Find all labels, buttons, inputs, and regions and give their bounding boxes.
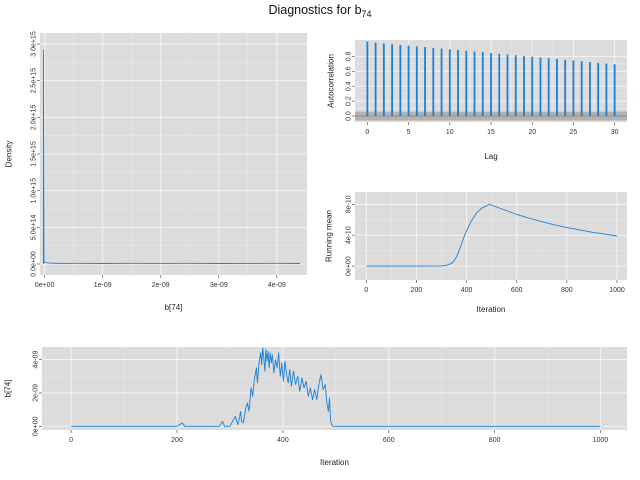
density-x-tick-label: 0e+00 [35, 282, 55, 289]
autocorrelation-x-tick-label: 0 [365, 129, 369, 136]
autocorrelation-panel: 0 5 10 15 20 25 30 0.0 0.2 0.4 0.6 0.8 Lag Autocorrel… [327, 40, 627, 161]
running_mean-plot-background [355, 192, 627, 280]
figure-title-subscript: 74 [362, 9, 372, 19]
density-y-tick-label: 5.0e+14 [31, 214, 38, 240]
trace-x-axis-title: Iteration [320, 458, 349, 467]
trace-y-axis-title: b[74] [4, 380, 13, 398]
trace-y-tick-label: 0e+00 [33, 416, 40, 436]
running_mean-y-axis-title: Running mean [325, 210, 334, 262]
density-y-tick-label: 0.0e+00 [31, 251, 38, 277]
trace-series-line [71, 347, 601, 427]
running_mean-x-tick-label: 800 [561, 287, 573, 294]
trace-x-tick-label: 400 [277, 437, 289, 444]
running_mean-x-tick-label: 1000 [609, 287, 625, 294]
trace-y-tick-label: 4e-09 [33, 350, 40, 368]
figure-title-text: Diagnostics for b [268, 3, 361, 17]
running_mean-y-tick-label: 8e-10 [346, 195, 353, 213]
autocorrelation-x-tick-label: 30 [611, 129, 619, 136]
trace-x-tick-label: 0 [69, 437, 73, 444]
autocorrelation-x-tick-label: 25 [570, 129, 578, 136]
autocorrelation-y-tick-label: 0.6 [346, 66, 353, 76]
density-x-tick-label: 1e-09 [94, 282, 112, 289]
autocorrelation-y-tick-label: 0.4 [346, 81, 353, 91]
trace-x-tick-label: 200 [171, 437, 183, 444]
running_mean-series-line [366, 203, 618, 267]
density-y-tick-label: 1.5e+15 [31, 141, 38, 167]
autocorrelation-x-tick-label: 10 [446, 129, 454, 136]
running_mean-x-tick-label: 400 [461, 287, 473, 294]
density-y-tick-label: 3.0e+15 [31, 31, 38, 57]
trace-x-tick-label: 600 [383, 437, 395, 444]
density-x-tick-label: 4e-09 [268, 282, 286, 289]
autocorrelation-y-tick-label: 0.8 [346, 51, 353, 61]
running_mean-x-tick-label: 200 [411, 287, 423, 294]
autocorrelation-x-tick-label: 5 [407, 129, 411, 136]
figure-title: Diagnostics for b74 [268, 3, 371, 19]
running_mean-x-axis-title: Iteration [477, 305, 506, 314]
density-y-tick-label: 1.0e+15 [31, 178, 38, 204]
density-y-axis-title: Density [5, 141, 14, 168]
trace-plot-background [42, 347, 627, 430]
density-x-axis-title: b[74] [165, 303, 183, 312]
density-y-tick-label: 2.5e+15 [31, 68, 38, 94]
autocorrelation-y-tick-label: 0.0 [346, 111, 353, 121]
running_mean-y-tick-label: 4e-10 [346, 226, 353, 244]
running_mean-x-tick-label: 0 [364, 287, 368, 294]
trace-y-tick-label: 2e-09 [33, 384, 40, 402]
autocorrelation-x-tick-label: 20 [528, 129, 536, 136]
density-panel: 0e+00 1e-09 2e-09 3e-09 4e-09 0.0e+00 5.0e+14 1… [5, 31, 307, 312]
density-x-tick-label: 3e-09 [210, 282, 228, 289]
density-y-tick-label: 2.0e+15 [31, 104, 38, 130]
density-x-tick-label: 2e-09 [152, 282, 170, 289]
running-mean-panel: 0 200 400 600 800 1000 0e+00 4e-10 8e-10 Iteratio… [325, 192, 627, 314]
running_mean-x-tick-label: 600 [511, 287, 523, 294]
autocorrelation-x-tick-label: 15 [487, 129, 495, 136]
trace-x-tick-label: 1000 [593, 437, 609, 444]
autocorrelation-x-axis-title: Lag [484, 152, 497, 161]
running_mean-y-tick-label: 0e+00 [346, 256, 353, 276]
trace-panel: 0 200 400 600 800 1000 0e+00 2e-09 4e-09 Iteratio… [4, 347, 627, 467]
autocorrelation-y-axis-title: Autocorrelation [327, 54, 336, 108]
autocorrelation-y-tick-label: 0.2 [346, 96, 353, 106]
density-series-line [43, 49, 301, 264]
trace-x-tick-label: 800 [489, 437, 501, 444]
